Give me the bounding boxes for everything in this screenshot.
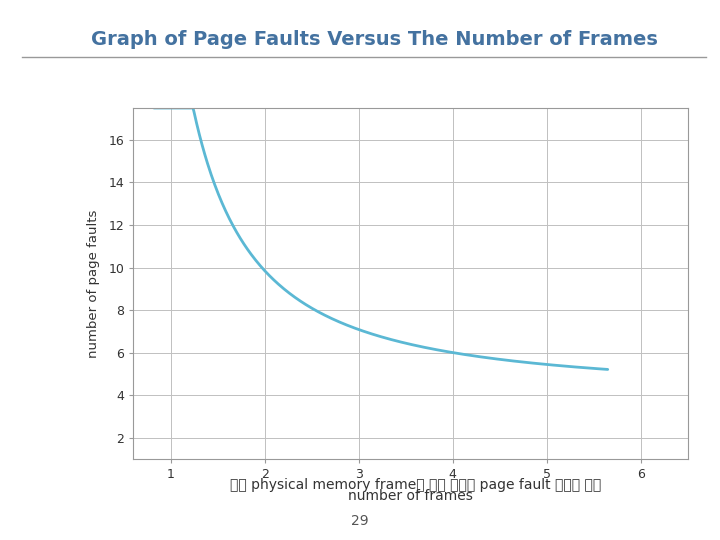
X-axis label: number of frames: number of frames [348,489,473,503]
Y-axis label: number of page faults: number of page faults [87,210,100,357]
Text: 가용 physical memory frame의 수가 많으면 page fault 횟수는 감소: 가용 physical memory frame의 수가 많으면 page fa… [230,478,602,492]
Text: 29: 29 [351,514,369,528]
Text: Graph of Page Faults Versus The Number of Frames: Graph of Page Faults Versus The Number o… [91,30,658,49]
